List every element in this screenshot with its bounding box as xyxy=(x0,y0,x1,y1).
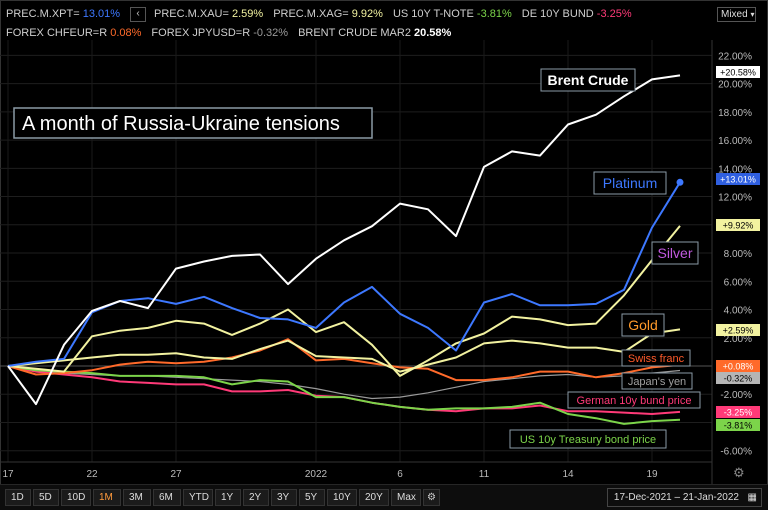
range-button-1m[interactable]: 1M xyxy=(93,489,121,506)
x-tick-label: 27 xyxy=(170,469,182,480)
annotation-box xyxy=(621,372,693,390)
x-tick-label: 17 xyxy=(2,469,14,480)
annotation-box xyxy=(567,391,701,409)
range-button-1y[interactable]: 1Y xyxy=(215,489,241,506)
last-value-label: +9.92% xyxy=(723,221,754,231)
annotation-box xyxy=(621,313,665,337)
series-line-brent-crude[interactable] xyxy=(7,74,681,406)
y-tick-label: 12.00% xyxy=(718,193,752,204)
annotation-label: Platinum xyxy=(603,175,657,191)
annotation-box xyxy=(540,68,636,92)
annotation-box xyxy=(593,171,667,195)
annotation-label: Brent Crude xyxy=(548,72,629,88)
y-tick-label: 16.00% xyxy=(718,136,752,147)
y-tick-label: -6.00% xyxy=(720,447,752,458)
last-value-badge xyxy=(716,406,760,418)
last-value-badge xyxy=(716,173,760,185)
last-value-label: -3.25% xyxy=(724,408,753,418)
range-button-10y[interactable]: 10Y xyxy=(327,489,357,506)
scale-mode-label: Mixed xyxy=(721,9,748,20)
legend-item-jpyusd[interactable]: FOREX JPYUSD=R -0.32% xyxy=(151,27,289,39)
annotation-box xyxy=(651,241,699,265)
range-settings-gear-icon[interactable]: ⚙ xyxy=(423,489,440,506)
platinum-end-point xyxy=(676,178,684,186)
legend-item-xau[interactable]: PREC.M.XAU= 2.59% xyxy=(154,8,264,20)
range-button-20y[interactable]: 20Y xyxy=(359,489,389,506)
series-line-swiss-franc[interactable] xyxy=(7,338,681,382)
chart-title-box xyxy=(13,107,373,139)
range-toolbar: 1D 5D 10D 1M 3M 6M YTD 1Y 2Y 3Y 5Y 10Y 20Y Max ⚙ xyxy=(0,484,768,510)
last-value-label: +2.59% xyxy=(723,326,754,336)
x-tick-label: 2022 xyxy=(305,469,328,480)
last-value-label: +0.08% xyxy=(723,362,754,372)
series-line-platinum[interactable] xyxy=(7,181,681,367)
series-line-us-10y-treasury-bond-price[interactable] xyxy=(7,365,681,425)
range-button-6m[interactable]: 6M xyxy=(153,489,181,506)
annotation-label: US 10y Treasury bond price xyxy=(520,434,656,446)
series-line-gold[interactable] xyxy=(7,328,681,373)
last-value-badge xyxy=(716,372,760,384)
x-tick-label: 14 xyxy=(562,469,574,480)
range-button-max[interactable]: Max xyxy=(391,489,421,506)
legend-item-us10y[interactable]: US 10Y T-NOTE -3.81% xyxy=(392,8,512,20)
legend-collapse-chevron-icon[interactable]: ‹ xyxy=(130,6,147,22)
annotation-label: Swiss franc xyxy=(628,353,685,365)
chart-svg: 22.00%20.00%18.00%16.00%14.00%12.00%10.0… xyxy=(0,40,760,484)
x-tick-label: 6 xyxy=(397,469,403,480)
x-tick-label: 22 xyxy=(86,469,98,480)
y-tick-label: 6.00% xyxy=(724,277,752,288)
range-button-5y[interactable]: 5Y xyxy=(299,489,325,506)
legend-item-brent[interactable]: BRENT CRUDE MAR2 20.58% xyxy=(298,27,452,39)
y-tick-label: 20.00% xyxy=(718,80,752,91)
last-value-label: +13.01% xyxy=(720,175,756,185)
y-tick-label: 18.00% xyxy=(718,108,752,119)
x-tick-label: 19 xyxy=(646,469,658,480)
last-value-badge xyxy=(716,219,760,231)
y-tick-label: 2.00% xyxy=(724,334,752,345)
scale-mode-dropdown[interactable]: Mixed ▾ xyxy=(717,7,756,22)
last-value-badge xyxy=(716,66,760,78)
chart-title: A month of Russia-Ukraine tensions xyxy=(22,113,340,135)
annotation-label: Japan's yen xyxy=(628,376,686,388)
y-tick-label: 4.00% xyxy=(724,306,752,317)
annotation-label: Silver xyxy=(657,245,692,261)
chart-settings-gear-icon[interactable]: ⚙ xyxy=(733,465,745,480)
annotation-label: Gold xyxy=(628,317,658,333)
annotation-box xyxy=(509,429,667,449)
legend-item-xag[interactable]: PREC.M.XAG= 9.92% xyxy=(273,8,383,20)
last-value-label: -3.81% xyxy=(724,421,753,431)
range-button-5d[interactable]: 5D xyxy=(33,489,59,506)
range-button-2y[interactable]: 2Y xyxy=(243,489,269,506)
last-value-badge xyxy=(716,419,760,431)
calendar-icon: ▦ xyxy=(747,492,757,503)
annotation-box xyxy=(621,349,691,367)
last-value-label: +20.58% xyxy=(720,68,756,78)
last-value-badge xyxy=(716,324,760,336)
range-button-3y[interactable]: 3Y xyxy=(271,489,297,506)
range-button-10d[interactable]: 10D xyxy=(61,489,91,506)
range-button-3m[interactable]: 3M xyxy=(123,489,151,506)
legend-item-chfeur[interactable]: FOREX CHFEUR=R 0.08% xyxy=(6,27,142,39)
range-button-ytd[interactable]: YTD xyxy=(183,489,213,506)
legend-row-2: FOREX CHFEUR=R 0.08% FOREX JPYUSD=R -0.3… xyxy=(6,25,461,41)
y-tick-label: 22.00% xyxy=(718,51,752,62)
y-tick-label: 14.00% xyxy=(718,164,752,175)
legend-row-1: PREC.M.XPT= 13.01% ‹ PREC.M.XAU= 2.59% P… xyxy=(6,6,642,22)
date-range-text: 17-Dec-2021 – 21-Jan-2022 xyxy=(613,492,739,503)
date-range-selector[interactable]: 17-Dec-2021 – 21-Jan-2022 ▦ xyxy=(606,488,762,507)
series-line-silver[interactable] xyxy=(7,225,681,377)
range-button-1d[interactable]: 1D xyxy=(5,489,31,506)
chevron-down-icon: ▾ xyxy=(750,10,755,19)
last-value-label: -0.32% xyxy=(724,374,753,384)
legend-item-de10y[interactable]: DE 10Y BUND -3.25% xyxy=(521,8,632,20)
annotation-label: German 10y bund price xyxy=(577,395,692,407)
y-tick-label: -2.00% xyxy=(720,390,752,401)
legend-item-xpt[interactable]: PREC.M.XPT= 13.01% xyxy=(6,8,121,20)
x-tick-label: 11 xyxy=(479,469,490,480)
last-value-badge xyxy=(716,360,760,372)
y-tick-label: 8.00% xyxy=(724,249,752,260)
